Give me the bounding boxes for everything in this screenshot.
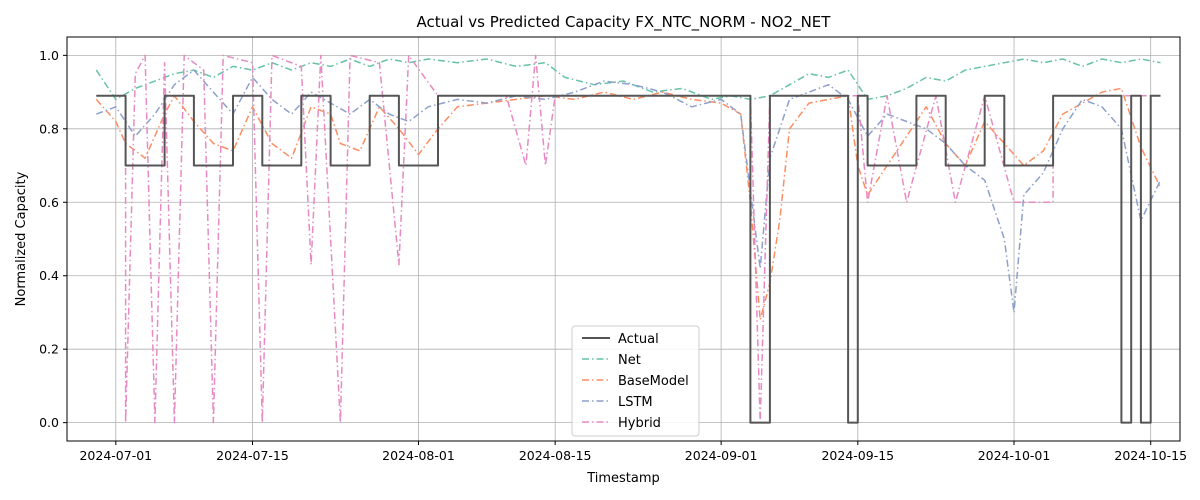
x-tick-label: 2024-08-01 <box>382 448 455 463</box>
series-line-lstm <box>96 69 1162 314</box>
y-tick-label: 1.0 <box>39 48 59 63</box>
x-tick-label: 2024-10-15 <box>1114 448 1187 463</box>
x-tick-label: 2024-08-15 <box>519 448 592 463</box>
series-line-actual <box>96 94 1161 424</box>
legend-label-actual: Actual <box>618 332 659 347</box>
x-tick-label: 2024-09-15 <box>821 448 894 463</box>
legend-label-basemodel: BaseModel <box>618 374 689 389</box>
x-tick-label: 2024-07-15 <box>216 448 289 463</box>
y-tick-label: 0.8 <box>39 121 59 136</box>
series-line-basemodel <box>95 87 1162 321</box>
legend: Actual Net BaseModel LSTM Hybrid <box>571 325 700 437</box>
series-line-net <box>95 58 1161 101</box>
plot-frame <box>66 36 1181 442</box>
legend-label-hybrid: Hybrid <box>618 416 661 431</box>
y-tick-label: 0.0 <box>39 415 59 430</box>
y-tick-label: 0.4 <box>39 268 59 283</box>
chart-title: Actual vs Predicted Capacity FX_NTC_NORM… <box>417 13 832 32</box>
series-layer <box>95 54 1162 424</box>
axis-ticks: 2024-07-01 2024-07-15 2024-08-01 2024-08-15… <box>39 48 1187 463</box>
legend-label-lstm: LSTM <box>618 395 653 410</box>
y-tick-label: 0.6 <box>39 195 59 210</box>
legend-box <box>571 325 700 437</box>
x-tick-label: 2024-07-01 <box>79 448 152 463</box>
y-axis-label: Normalized Capacity <box>14 171 29 306</box>
y-tick-label: 0.2 <box>39 342 59 357</box>
x-axis-label: Timestamp <box>586 471 660 486</box>
series-line-hybrid <box>96 54 1161 424</box>
x-tick-label: 2024-10-01 <box>978 448 1051 463</box>
legend-label-net: Net <box>618 353 641 368</box>
x-tick-label: 2024-09-01 <box>685 448 758 463</box>
